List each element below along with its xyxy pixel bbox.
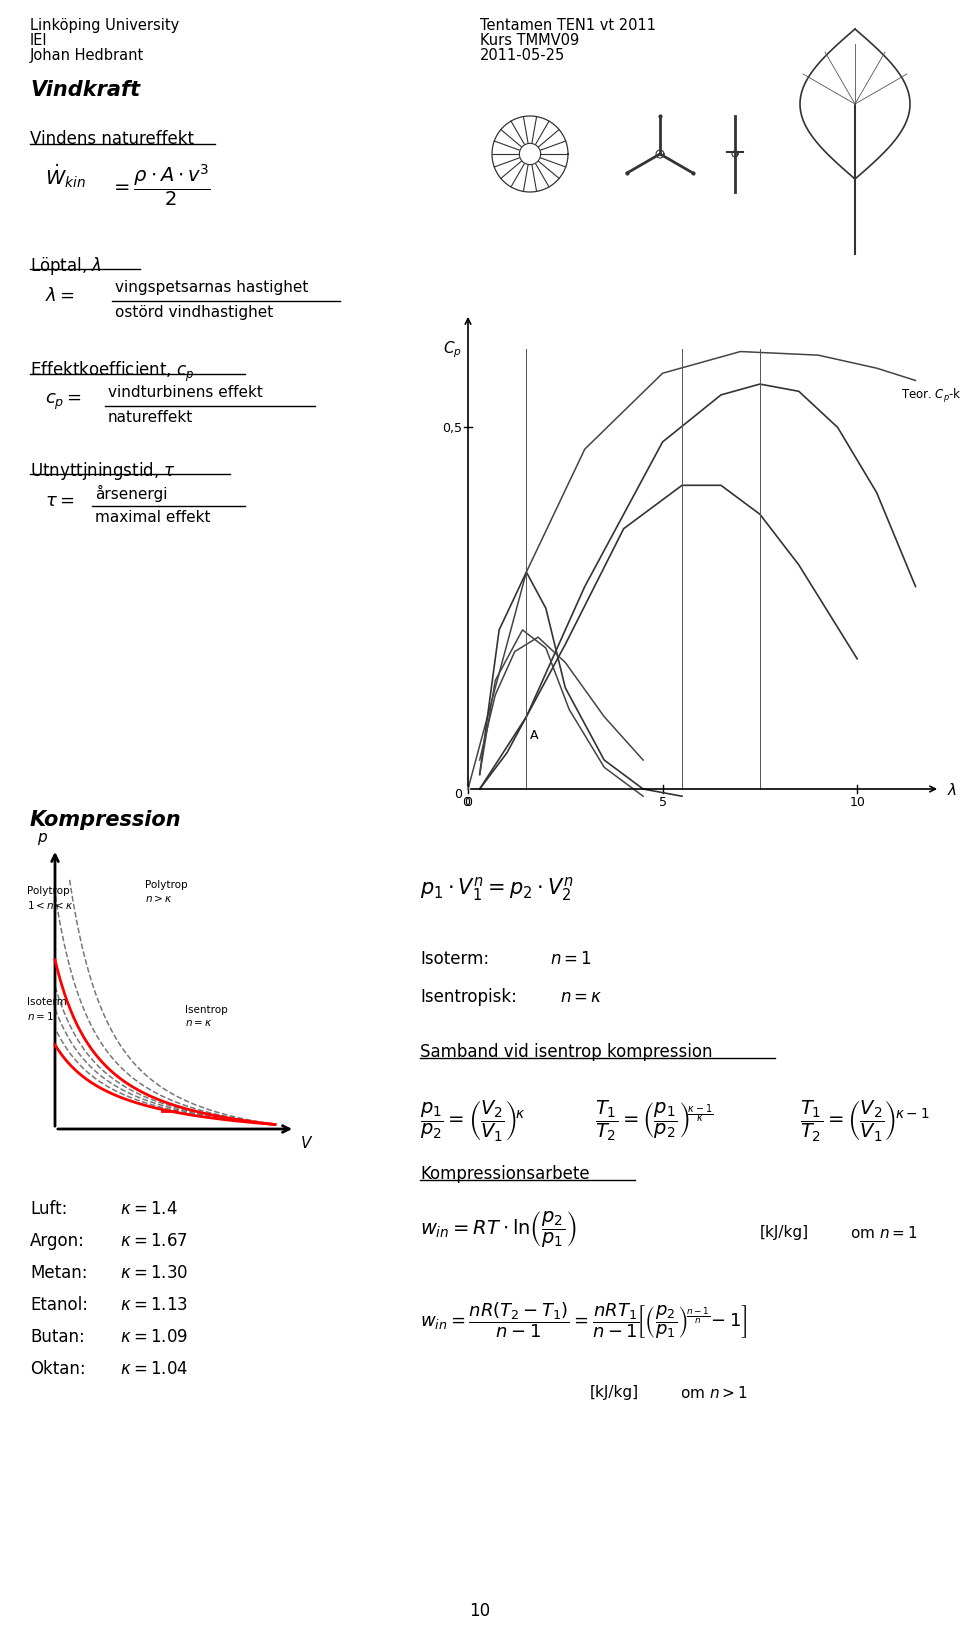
Text: 10: 10 (469, 1601, 491, 1619)
Text: $w_{in} = \dfrac{nR(T_2-T_1)}{n-1} = \dfrac{nRT_1}{n-1}\!\left[\left(\dfrac{p_2}: $w_{in} = \dfrac{nR(T_2-T_1)}{n-1} = \df… (420, 1299, 748, 1340)
Text: Metan:: Metan: (30, 1263, 87, 1281)
Text: Vindens natureffekt: Vindens natureffekt (30, 131, 194, 149)
Text: 2011-05-25: 2011-05-25 (480, 47, 565, 64)
Text: $\tau =$: $\tau =$ (45, 491, 75, 509)
Text: Samband vid isentrop kompression: Samband vid isentrop kompression (420, 1043, 712, 1061)
Text: $n = 1$: $n = 1$ (550, 950, 592, 968)
Text: $p$: $p$ (37, 831, 49, 847)
Text: $\dfrac{T_1}{T_2} = \left(\dfrac{V_2}{V_1}\right)^{\!\kappa-1}$: $\dfrac{T_1}{T_2} = \left(\dfrac{V_2}{V_… (800, 1097, 929, 1142)
Text: Isentrop: Isentrop (185, 1005, 228, 1015)
Text: $\kappa= 1.04$: $\kappa= 1.04$ (120, 1359, 188, 1377)
Text: natureffekt: natureffekt (108, 410, 193, 424)
Text: $\kappa= 1.09$: $\kappa= 1.09$ (120, 1327, 188, 1345)
Text: $\dfrac{T_1}{T_2} = \left(\dfrac{p_1}{p_2}\right)^{\!\frac{\kappa-1}{\kappa}}$: $\dfrac{T_1}{T_2} = \left(\dfrac{p_1}{p_… (595, 1097, 713, 1142)
Text: Isoterm:: Isoterm: (420, 950, 490, 968)
Text: 10: 10 (850, 795, 865, 808)
Text: $p_1 \cdot V_1^n = p_2 \cdot V_2^n$: $p_1 \cdot V_1^n = p_2 \cdot V_2^n$ (420, 875, 573, 902)
Text: Butan:: Butan: (30, 1327, 84, 1345)
Text: Johan Hedbrant: Johan Hedbrant (30, 47, 144, 64)
Text: Argon:: Argon: (30, 1231, 84, 1248)
Text: $C_p$: $C_p$ (444, 339, 462, 361)
Text: Kompressionsarbete: Kompressionsarbete (420, 1164, 589, 1182)
Text: $\dot{W}_{kin}$: $\dot{W}_{kin}$ (45, 162, 85, 189)
Text: $\kappa= 1.30$: $\kappa= 1.30$ (120, 1263, 188, 1281)
Text: Polytrop: Polytrop (145, 880, 187, 889)
Text: Löptal, $\lambda$: Löptal, $\lambda$ (30, 255, 102, 277)
Text: vingspetsarnas hastighet: vingspetsarnas hastighet (115, 279, 308, 295)
Text: $1{<}n{<}\kappa$: $1{<}n{<}\kappa$ (27, 899, 74, 911)
Text: A: A (530, 730, 539, 743)
Text: 0,5: 0,5 (442, 421, 462, 434)
Text: årsenergi: årsenergi (95, 485, 167, 501)
Text: maximal effekt: maximal effekt (95, 509, 210, 524)
Text: $\lambda$: $\lambda$ (947, 782, 957, 798)
Text: 0: 0 (462, 795, 470, 808)
Text: 5: 5 (659, 795, 666, 808)
Text: Kompression: Kompression (30, 809, 181, 829)
Text: $n=\kappa$: $n=\kappa$ (185, 1018, 212, 1028)
Text: om $n > 1$: om $n > 1$ (680, 1384, 748, 1400)
Text: $c_p =$: $c_p =$ (45, 392, 82, 411)
Text: [kJ/kg]: [kJ/kg] (760, 1224, 809, 1239)
Text: $V$: $V$ (300, 1134, 313, 1151)
Text: Effektkoefficient, $c_p$: Effektkoefficient, $c_p$ (30, 359, 195, 384)
Text: Tentamen TEN1 vt 2011: Tentamen TEN1 vt 2011 (480, 18, 656, 33)
Text: Isoterm: Isoterm (27, 997, 67, 1007)
Text: $\kappa= 1.13$: $\kappa= 1.13$ (120, 1296, 188, 1314)
Text: Polytrop: Polytrop (27, 886, 70, 896)
Text: Vindkraft: Vindkraft (30, 80, 140, 100)
Text: Luft:: Luft: (30, 1200, 67, 1217)
Text: Utnyttjningstid, $\tau$: Utnyttjningstid, $\tau$ (30, 460, 176, 481)
Text: Isentropisk:: Isentropisk: (420, 987, 516, 1005)
Text: om $n = 1$: om $n = 1$ (850, 1224, 918, 1240)
Text: [kJ/kg]: [kJ/kg] (590, 1384, 639, 1399)
Text: Teor. $C_p$-kurva: Teor. $C_p$-kurva (901, 387, 960, 405)
Text: $= \dfrac{\rho \cdot A \cdot v^3}{2}$: $= \dfrac{\rho \cdot A \cdot v^3}{2}$ (110, 162, 211, 207)
Text: Oktan:: Oktan: (30, 1359, 85, 1377)
Text: $\kappa= 1.67$: $\kappa= 1.67$ (120, 1231, 188, 1248)
Text: $\kappa= 1.4$: $\kappa= 1.4$ (120, 1200, 178, 1217)
Text: vindturbinens effekt: vindturbinens effekt (108, 385, 263, 400)
Text: ostörd vindhastighet: ostörd vindhastighet (115, 305, 274, 320)
Text: 0: 0 (454, 788, 462, 801)
Text: IEI: IEI (30, 33, 48, 47)
Text: $\dfrac{p_1}{p_2} = \left(\dfrac{V_2}{V_1}\right)^{\!\kappa}$: $\dfrac{p_1}{p_2} = \left(\dfrac{V_2}{V_… (420, 1097, 526, 1142)
Text: $\lambda =$: $\lambda =$ (45, 287, 75, 305)
Text: Kurs TMMV09: Kurs TMMV09 (480, 33, 579, 47)
Text: $n{>}\kappa$: $n{>}\kappa$ (145, 893, 173, 904)
Text: $n = \kappa$: $n = \kappa$ (560, 987, 603, 1005)
Text: Etanol:: Etanol: (30, 1296, 88, 1314)
Text: 0: 0 (464, 795, 472, 808)
Text: $n=1$: $n=1$ (27, 1010, 54, 1022)
Text: $w_{in} = RT \cdot \ln\!\left(\dfrac{p_2}{p_1}\right)$: $w_{in} = RT \cdot \ln\!\left(\dfrac{p_2… (420, 1209, 577, 1250)
Text: Linköping University: Linköping University (30, 18, 180, 33)
